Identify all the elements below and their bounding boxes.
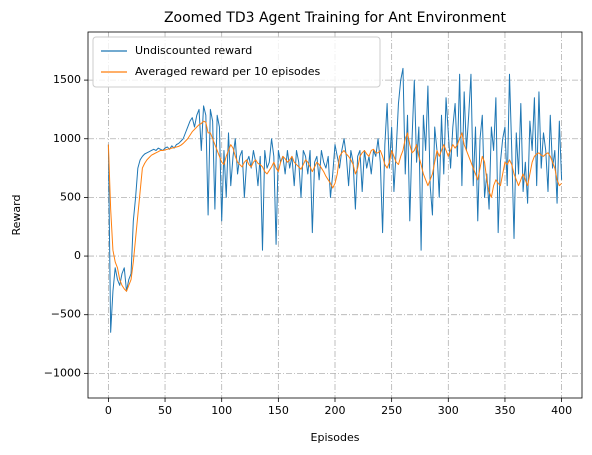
x-tick-label: 200 bbox=[325, 404, 346, 417]
y-tick-label: 0 bbox=[74, 249, 81, 262]
x-axis-label: Episodes bbox=[311, 431, 360, 444]
series-line bbox=[107, 67, 563, 333]
x-tick-label: 400 bbox=[551, 404, 572, 417]
x-tick-label: 150 bbox=[268, 404, 289, 417]
series-line bbox=[107, 120, 562, 292]
legend-label: Undiscounted reward bbox=[135, 44, 252, 57]
chart-title: Zoomed TD3 Agent Training for Ant Enviro… bbox=[164, 10, 507, 26]
y-tick-label: 1500 bbox=[53, 73, 81, 86]
plot-frame bbox=[87, 31, 583, 399]
y-tick-label: −500 bbox=[51, 308, 81, 321]
x-tick-label: 350 bbox=[494, 404, 515, 417]
x-tick-label: 0 bbox=[105, 404, 112, 417]
legend-box bbox=[92, 36, 381, 88]
y-axis-label: Reward bbox=[10, 195, 23, 236]
x-tick-label: 50 bbox=[158, 404, 172, 417]
legend-label: Averaged reward per 10 episodes bbox=[135, 65, 321, 78]
x-tick-label: 100 bbox=[211, 404, 232, 417]
y-tick-label: −1000 bbox=[44, 366, 81, 379]
y-tick-label: 1000 bbox=[53, 132, 81, 145]
x-tick-label: 250 bbox=[381, 404, 402, 417]
y-tick-label: 500 bbox=[60, 190, 81, 203]
x-tick-label: 300 bbox=[438, 404, 459, 417]
